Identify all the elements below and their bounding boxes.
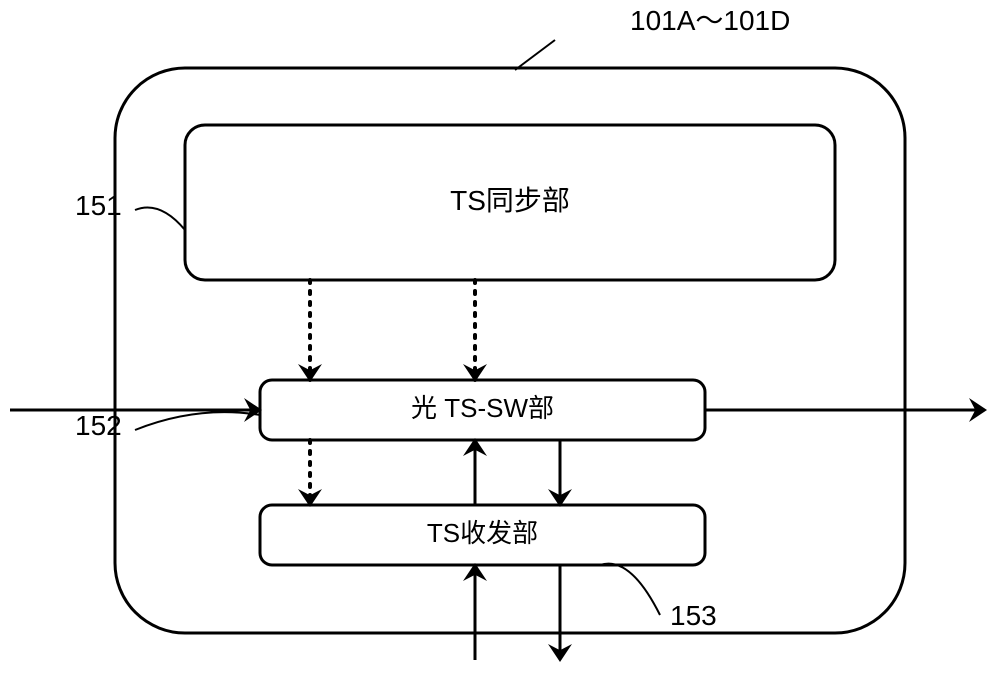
node-trx-label: TS收发部 bbox=[427, 518, 538, 548]
outer-label: 101A～101D bbox=[630, 5, 790, 36]
bg bbox=[0, 0, 1000, 683]
node-sync-label: TS同步部 bbox=[450, 185, 570, 216]
ref-sync: 151 bbox=[75, 190, 122, 221]
diagram-canvas: 101A～101D TS同步部 151 光 TS-SW部 152 TS收发部 153 bbox=[0, 0, 1000, 683]
ref-sw: 152 bbox=[75, 410, 122, 441]
node-sw-label: 光 TS-SW部 bbox=[411, 393, 554, 423]
ref-trx: 153 bbox=[670, 600, 717, 631]
